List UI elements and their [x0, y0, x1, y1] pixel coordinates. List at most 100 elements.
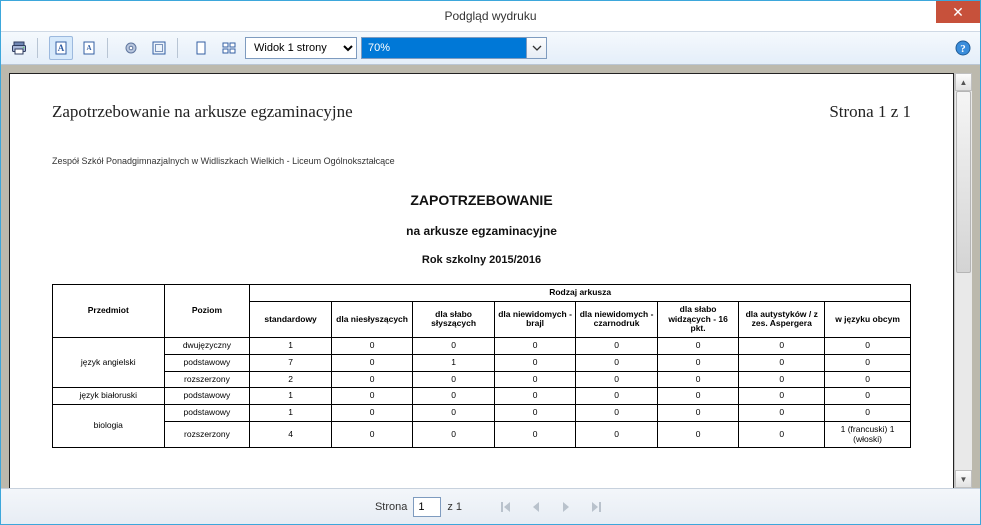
cell-value: 0 [825, 338, 911, 355]
scroll-thumb[interactable] [956, 91, 971, 273]
cell-value: 0 [739, 388, 825, 405]
cell-value: 0 [825, 371, 911, 388]
cell-value: 0 [494, 421, 576, 448]
scroll-track[interactable] [955, 91, 972, 470]
settings-button[interactable] [119, 36, 143, 60]
cell-value: 0 [739, 371, 825, 388]
print-button[interactable] [7, 36, 31, 60]
cell-value: 1 [250, 388, 332, 405]
col-header: standardowy [250, 301, 332, 337]
toolbar: A A Widok 1 strony ? [1, 31, 980, 65]
cell-value: 0 [494, 371, 576, 388]
cell-value: 0 [825, 354, 911, 371]
cell-value: 0 [331, 338, 413, 355]
cell-subject: biologia [53, 405, 165, 448]
cell-value: 0 [331, 371, 413, 388]
cell-value: 0 [739, 405, 825, 422]
cell-value: 0 [825, 388, 911, 405]
next-page-icon [558, 499, 574, 515]
preview-page: Zapotrzebowanie na arkusze egzaminacyjne… [9, 73, 954, 488]
cell-value: 0 [739, 421, 825, 448]
close-button[interactable]: ✕ [936, 1, 980, 23]
svg-text:A: A [58, 43, 65, 53]
page-label: Strona [375, 501, 407, 513]
scroll-up-button[interactable]: ▲ [955, 73, 972, 91]
single-page-icon [193, 40, 209, 56]
page-number-input[interactable] [413, 497, 441, 517]
cell-value: 0 [657, 371, 739, 388]
preview-viewer: Zapotrzebowanie na arkusze egzaminacyjne… [1, 65, 980, 488]
cell-value: 0 [331, 388, 413, 405]
cell-value: 0 [657, 354, 739, 371]
cell-value: 0 [576, 354, 658, 371]
multi-page-icon [221, 40, 237, 56]
close-icon: ✕ [952, 4, 964, 21]
doc-title-1: ZAPOTRZEBOWANIE [52, 192, 911, 208]
next-page-button[interactable] [556, 497, 576, 517]
cell-value: 0 [494, 354, 576, 371]
page-total: z 1 [447, 501, 462, 513]
cell-value: 0 [494, 388, 576, 405]
doc-title-2: na arkusze egzaminacyjne [52, 224, 911, 238]
gear-icon [123, 40, 139, 56]
multi-page-button[interactable] [217, 36, 241, 60]
cell-value: 7 [250, 354, 332, 371]
cell-level: rozszerzony [164, 371, 250, 388]
printer-icon [11, 40, 27, 56]
col-level: Poziom [164, 285, 250, 338]
cell-value: 0 [413, 405, 495, 422]
cell-level: dwujęzyczny [164, 338, 250, 355]
col-header: w języku obcym [825, 301, 911, 337]
table-row: język białoruskipodstawowy10000000 [53, 388, 911, 405]
table-row: rozszerzony20000000 [53, 371, 911, 388]
cell-value: 0 [657, 405, 739, 422]
scroll-down-button[interactable]: ▼ [955, 470, 972, 488]
view-mode-select[interactable]: Widok 1 strony [245, 37, 357, 59]
margins-button[interactable] [147, 36, 171, 60]
single-page-button[interactable] [189, 36, 213, 60]
print-preview-window: Podgląd wydruku ✕ A A Widok 1 [0, 0, 981, 525]
cell-value: 2 [250, 371, 332, 388]
cell-value: 0 [657, 388, 739, 405]
svg-text:A: A [86, 44, 91, 52]
cell-value: 1 [250, 405, 332, 422]
titlebar: Podgląd wydruku ✕ [1, 1, 980, 31]
help-button[interactable]: ? [952, 37, 974, 59]
cell-value: 1 (francuski) 1 (włoski) [825, 421, 911, 448]
exam-sheets-table: PrzedmiotPoziomRodzaj arkuszastandardowy… [52, 284, 911, 448]
cell-level: rozszerzony [164, 421, 250, 448]
statusbar: Strona z 1 [1, 488, 980, 524]
col-header: dla niesłyszących [331, 301, 413, 337]
cell-value: 0 [413, 371, 495, 388]
cell-value: 0 [413, 388, 495, 405]
cell-value: 0 [413, 421, 495, 448]
school-line: Zespół Szkół Ponadgimnazjalnych w Widlis… [52, 156, 911, 166]
col-group: Rodzaj arkusza [250, 285, 911, 302]
cell-level: podstawowy [164, 405, 250, 422]
vertical-scrollbar[interactable]: ▲ ▼ [954, 73, 972, 488]
table-row: rozszerzony40000001 (francuski) 1 (włosk… [53, 421, 911, 448]
fit-page-button[interactable]: A [77, 36, 101, 60]
fit-width-icon: A [53, 40, 69, 56]
margins-icon [151, 40, 167, 56]
cell-level: podstawowy [164, 354, 250, 371]
first-page-button[interactable] [496, 497, 516, 517]
prev-page-button[interactable] [526, 497, 546, 517]
fit-width-button[interactable]: A [49, 36, 73, 60]
cell-value: 0 [331, 354, 413, 371]
cell-level: podstawowy [164, 388, 250, 405]
last-page-button[interactable] [586, 497, 606, 517]
zoom-input[interactable] [361, 37, 547, 59]
col-header: dla niewidomych - brajl [494, 301, 576, 337]
preview-scroll[interactable]: Zapotrzebowanie na arkusze egzaminacyjne… [9, 73, 954, 488]
cell-value: 1 [250, 338, 332, 355]
separator [37, 38, 43, 58]
cell-value: 0 [331, 405, 413, 422]
prev-page-icon [528, 499, 544, 515]
col-header: dla autystyków / z zes. Aspergera [739, 301, 825, 337]
cell-value: 0 [657, 338, 739, 355]
cell-value: 0 [576, 338, 658, 355]
last-page-icon [588, 499, 604, 515]
col-header: dla niewidomych - czarnodruk [576, 301, 658, 337]
col-header: dla słabo słyszących [413, 301, 495, 337]
